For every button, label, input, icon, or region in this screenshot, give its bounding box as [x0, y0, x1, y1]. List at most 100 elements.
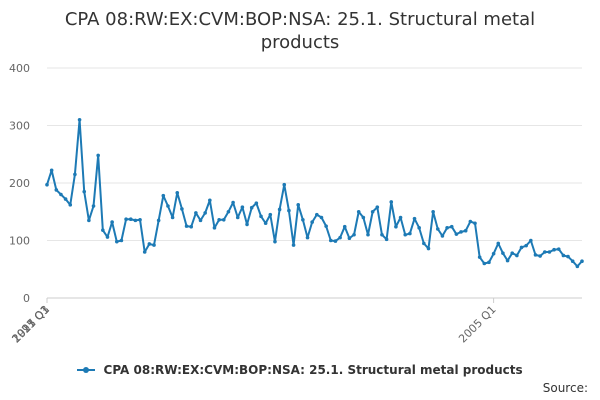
data-point[interactable]: [254, 201, 259, 205]
data-point[interactable]: [235, 215, 240, 220]
data-point[interactable]: [338, 235, 342, 240]
data-point[interactable]: [45, 182, 49, 187]
data-point[interactable]: [501, 251, 505, 255]
data-point[interactable]: [277, 207, 282, 212]
data-point[interactable]: [49, 168, 54, 173]
data-point[interactable]: [305, 235, 310, 240]
data-point[interactable]: [324, 224, 328, 228]
data-point[interactable]: [142, 250, 147, 254]
data-point[interactable]: [110, 220, 114, 224]
data-point[interactable]: [487, 260, 491, 265]
data-point[interactable]: [161, 193, 166, 198]
data-point[interactable]: [68, 203, 73, 207]
data-point[interactable]: [101, 228, 105, 232]
data-point[interactable]: [556, 247, 561, 251]
data-point[interactable]: [124, 217, 128, 222]
data-point[interactable]: [301, 218, 305, 222]
data-point[interactable]: [226, 209, 231, 214]
data-point[interactable]: [491, 251, 496, 256]
data-point[interactable]: [561, 253, 566, 258]
data-point[interactable]: [119, 238, 124, 243]
data-point[interactable]: [505, 258, 510, 263]
data-point[interactable]: [426, 246, 431, 251]
data-point[interactable]: [570, 259, 575, 264]
data-point[interactable]: [152, 243, 156, 247]
data-point[interactable]: [77, 117, 82, 122]
data-point[interactable]: [417, 226, 421, 230]
data-point[interactable]: [431, 209, 435, 214]
data-point[interactable]: [59, 192, 63, 197]
data-point[interactable]: [408, 231, 412, 236]
data-point[interactable]: [375, 205, 380, 209]
data-point[interactable]: [180, 207, 184, 211]
data-point[interactable]: [170, 215, 175, 220]
data-point[interactable]: [459, 230, 463, 234]
data-point[interactable]: [273, 239, 277, 244]
data-point[interactable]: [352, 232, 356, 237]
data-point[interactable]: [96, 153, 100, 158]
data-point[interactable]: [263, 221, 268, 226]
data-point[interactable]: [538, 254, 542, 258]
data-point[interactable]: [482, 261, 487, 266]
data-point[interactable]: [184, 224, 189, 228]
data-point[interactable]: [566, 254, 570, 259]
data-point[interactable]: [398, 215, 403, 220]
data-point[interactable]: [510, 251, 515, 255]
data-point[interactable]: [105, 235, 110, 239]
data-point[interactable]: [189, 224, 194, 229]
data-point[interactable]: [580, 259, 584, 264]
data-point[interactable]: [454, 232, 459, 236]
data-point[interactable]: [114, 239, 119, 244]
data-point[interactable]: [259, 214, 263, 219]
data-point[interactable]: [175, 190, 180, 195]
data-point[interactable]: [384, 237, 389, 242]
data-point[interactable]: [231, 200, 235, 205]
data-point[interactable]: [547, 250, 552, 254]
data-point[interactable]: [440, 234, 445, 238]
data-point[interactable]: [342, 224, 347, 229]
data-point[interactable]: [347, 236, 352, 240]
data-point[interactable]: [166, 204, 170, 208]
data-point[interactable]: [361, 215, 366, 220]
data-point[interactable]: [370, 209, 375, 214]
data-point[interactable]: [422, 241, 426, 246]
data-point[interactable]: [91, 204, 96, 208]
data-point[interactable]: [249, 205, 254, 210]
data-point[interactable]: [356, 209, 361, 214]
data-point[interactable]: [291, 243, 296, 247]
data-point[interactable]: [533, 253, 538, 257]
data-point[interactable]: [54, 188, 59, 192]
data-point[interactable]: [529, 238, 533, 243]
data-point[interactable]: [82, 189, 87, 194]
data-point[interactable]: [212, 226, 217, 230]
data-point[interactable]: [468, 219, 473, 224]
data-point[interactable]: [138, 218, 142, 222]
data-point[interactable]: [463, 228, 468, 233]
data-point[interactable]: [73, 172, 77, 177]
data-point[interactable]: [328, 238, 333, 243]
data-point[interactable]: [524, 243, 528, 248]
data-point[interactable]: [519, 245, 524, 250]
data-point[interactable]: [245, 222, 249, 227]
data-point[interactable]: [208, 198, 212, 203]
data-point[interactable]: [575, 264, 580, 269]
data-point[interactable]: [296, 203, 301, 207]
data-point[interactable]: [473, 221, 477, 226]
data-point[interactable]: [380, 232, 384, 237]
data-point[interactable]: [403, 232, 408, 237]
data-point[interactable]: [333, 239, 338, 243]
data-point[interactable]: [194, 211, 198, 215]
data-point[interactable]: [319, 215, 324, 220]
data-point[interactable]: [128, 217, 133, 222]
data-point[interactable]: [198, 218, 203, 223]
data-point[interactable]: [477, 255, 482, 259]
data-point[interactable]: [240, 205, 245, 209]
data-point[interactable]: [552, 247, 556, 252]
data-point[interactable]: [315, 212, 319, 217]
data-point[interactable]: [203, 211, 207, 215]
data-point[interactable]: [412, 216, 417, 221]
data-point[interactable]: [496, 241, 501, 246]
data-point[interactable]: [445, 226, 449, 230]
data-point[interactable]: [217, 218, 221, 222]
data-point[interactable]: [156, 218, 161, 223]
